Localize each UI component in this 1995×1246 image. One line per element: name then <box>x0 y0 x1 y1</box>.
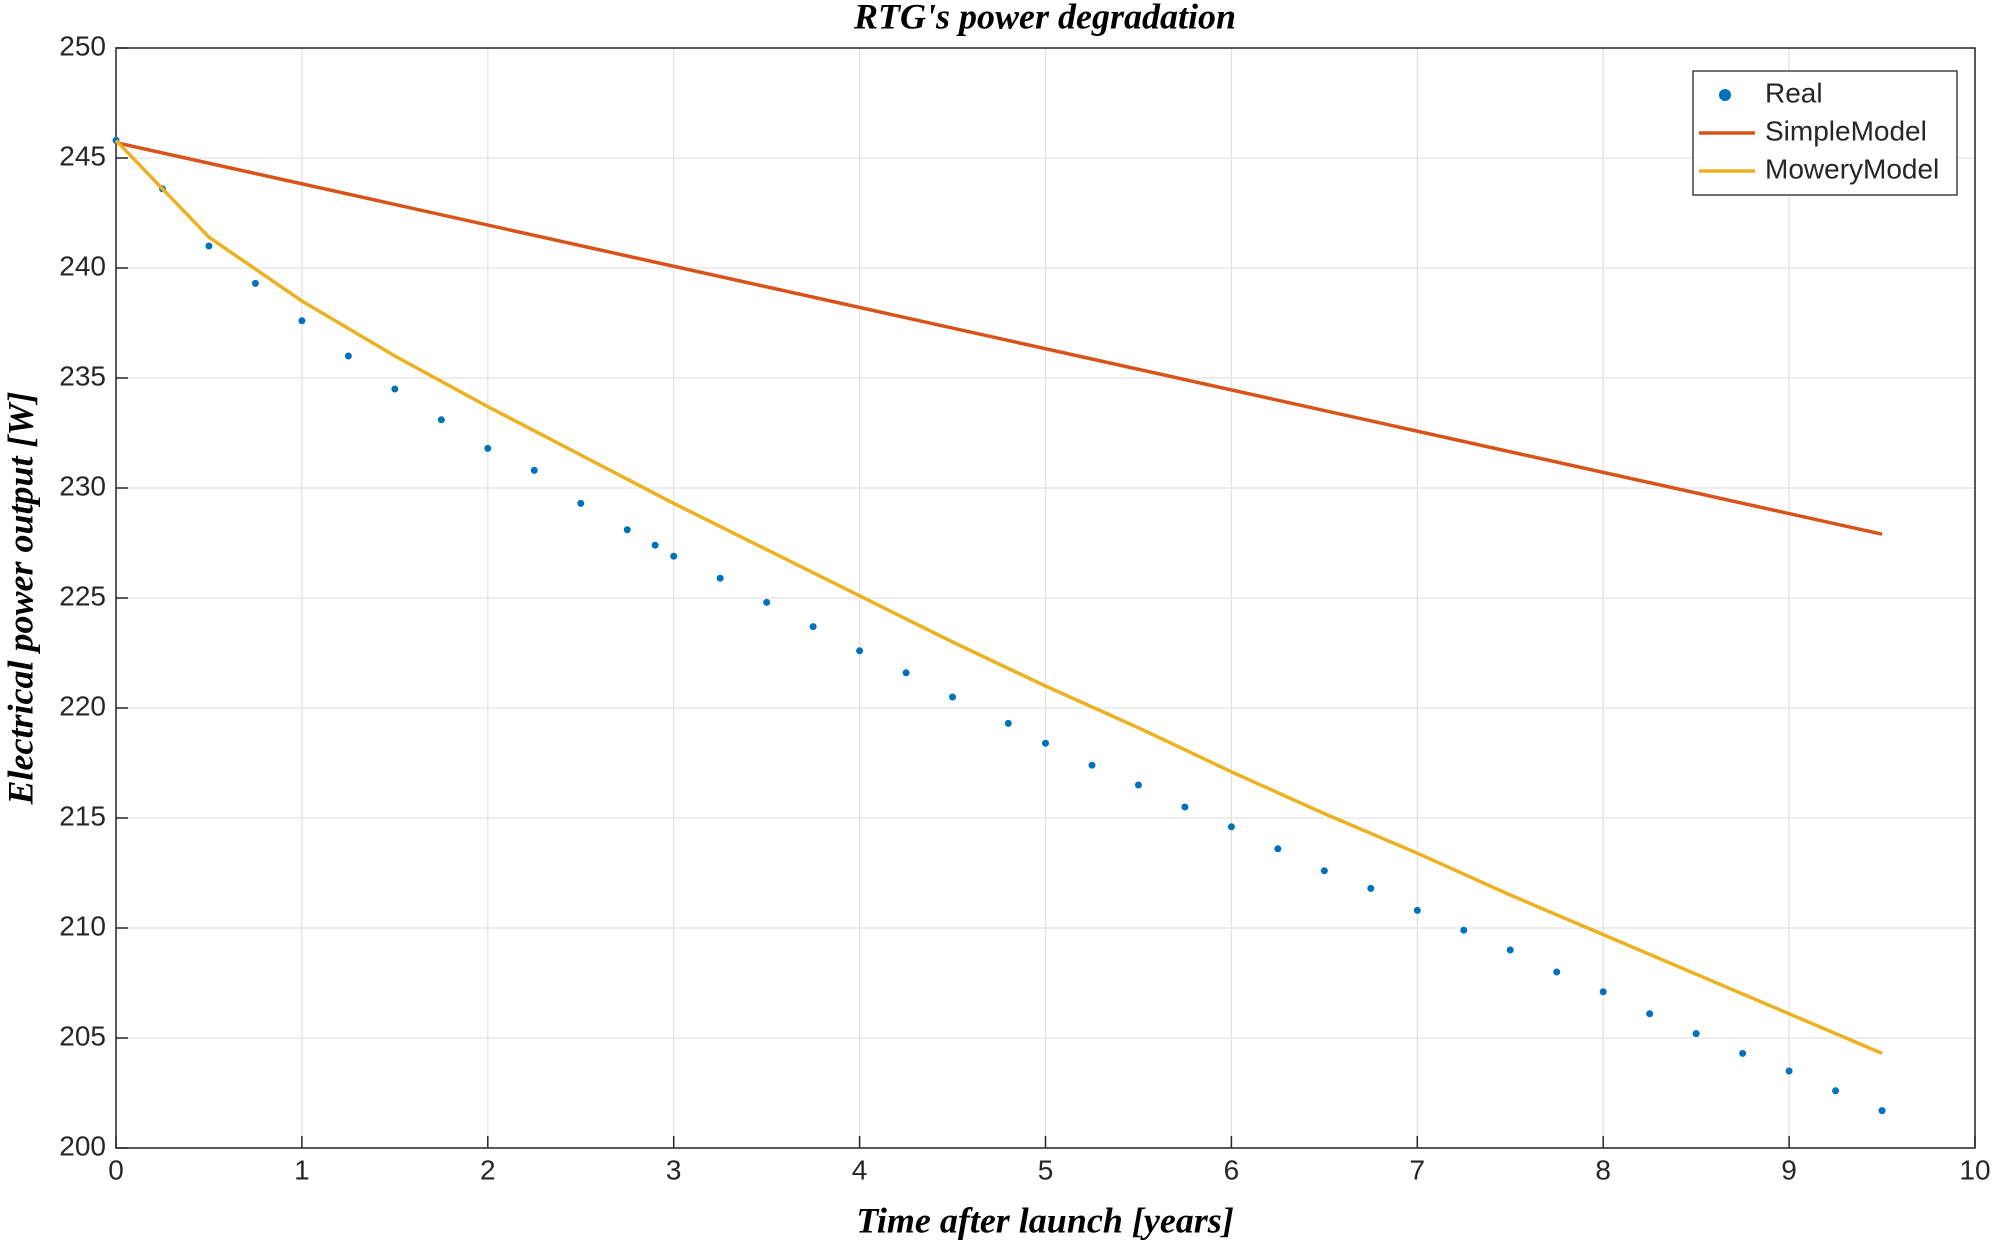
x-tick-label: 10 <box>1959 1154 1990 1185</box>
x-tick-label: 3 <box>666 1154 682 1185</box>
data-point <box>809 623 817 631</box>
x-tick-label: 7 <box>1410 1154 1426 1185</box>
data-point <box>716 574 724 582</box>
data-point <box>391 385 399 393</box>
x-tick-label: 1 <box>294 1154 310 1185</box>
legend-label: SimpleModel <box>1765 115 1927 146</box>
data-point <box>1274 845 1282 853</box>
data-point <box>670 552 678 560</box>
x-tick-label: 8 <box>1595 1154 1611 1185</box>
y-tick-label: 205 <box>59 1020 106 1051</box>
legend-label: Real <box>1765 77 1823 108</box>
y-tick-label: 220 <box>59 690 106 721</box>
y-tick-label: 200 <box>59 1130 106 1161</box>
data-point <box>1878 1107 1886 1115</box>
data-point <box>251 279 259 287</box>
x-tick-label: 0 <box>108 1154 124 1185</box>
data-line <box>114 139 1883 1056</box>
y-tick-label: 250 <box>59 30 106 61</box>
data-point <box>437 416 445 424</box>
data-point <box>1227 823 1235 831</box>
data-point <box>1088 761 1096 769</box>
data-point <box>1599 988 1607 996</box>
y-tick-label: 230 <box>59 470 106 501</box>
y-tick-label: 215 <box>59 800 106 831</box>
data-point <box>577 499 585 507</box>
data-point <box>651 541 659 549</box>
data-point <box>1646 1010 1654 1018</box>
x-tick-label: 5 <box>1038 1154 1054 1185</box>
plot-frame <box>115 47 1976 1149</box>
y-tick-label: 225 <box>59 580 106 611</box>
data-point <box>1320 867 1328 875</box>
data-point <box>623 526 631 534</box>
data-point <box>1739 1049 1747 1057</box>
data-point <box>763 598 771 606</box>
x-axis-label: Time after launch [years] <box>856 1200 1234 1240</box>
data-point <box>1413 906 1421 914</box>
data-point <box>1460 926 1468 934</box>
data-point <box>856 647 864 655</box>
data-point <box>902 669 910 677</box>
legend-marker <box>1719 89 1731 101</box>
data-point <box>949 693 957 701</box>
data-point <box>298 317 306 325</box>
data-point <box>1832 1087 1840 1095</box>
x-tick-label: 2 <box>480 1154 496 1185</box>
x-tick-label: 6 <box>1224 1154 1240 1185</box>
x-tick-label: 9 <box>1781 1154 1797 1185</box>
y-tick-label: 235 <box>59 360 106 391</box>
data-point <box>1134 781 1142 789</box>
data-point <box>1004 719 1012 727</box>
data-line <box>115 140 1883 536</box>
data-point <box>1553 968 1561 976</box>
y-axis-label: Electrical power output [W] <box>0 391 40 805</box>
y-tick-label: 245 <box>59 140 106 171</box>
x-tick-label: 4 <box>852 1154 868 1185</box>
y-tick-label: 240 <box>59 250 106 281</box>
chart-title: RTG's power degradation <box>853 0 1236 36</box>
data-point <box>1042 739 1049 747</box>
legend-label: MoweryModel <box>1765 153 1939 184</box>
data-point <box>1692 1030 1700 1038</box>
data-point <box>1506 946 1514 954</box>
data-point <box>1181 803 1189 811</box>
data-point <box>1785 1067 1793 1075</box>
data-point <box>344 352 352 360</box>
data-point <box>1367 884 1375 892</box>
data-point <box>530 466 538 474</box>
data-point <box>205 242 213 250</box>
data-point <box>484 444 492 452</box>
y-tick-label: 210 <box>59 910 106 941</box>
